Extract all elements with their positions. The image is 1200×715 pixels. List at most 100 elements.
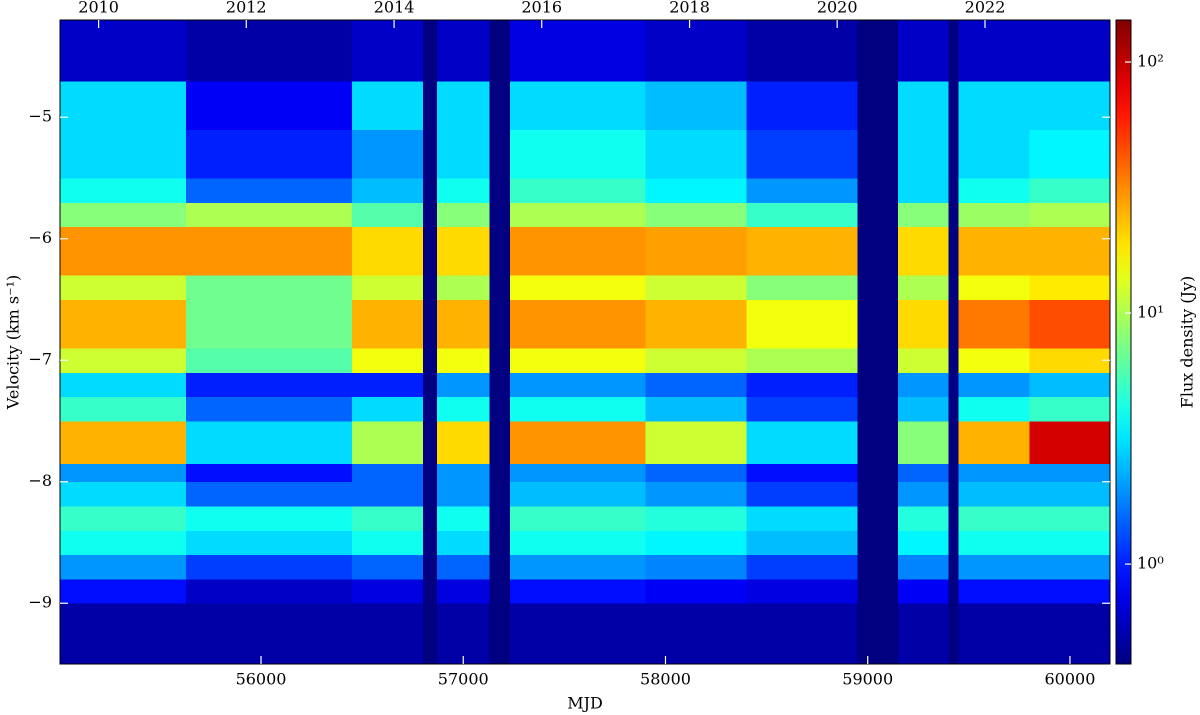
heatmap-cell xyxy=(352,20,424,82)
heatmap-cell xyxy=(60,481,187,507)
heatmap-cell xyxy=(489,530,511,556)
heatmap-cell xyxy=(422,603,438,665)
heatmap-cell xyxy=(509,20,646,82)
heatmap-cell xyxy=(958,299,1031,349)
colorbar-tick-label: 10⁰ xyxy=(1137,554,1164,573)
heatmap-cell xyxy=(422,481,438,507)
heatmap-cell xyxy=(186,372,353,398)
heatmap-cell xyxy=(489,554,511,580)
heatmap-cell xyxy=(352,129,424,179)
heatmap-cell xyxy=(746,20,859,82)
heatmap-cell xyxy=(509,299,646,349)
heatmap-cell xyxy=(898,481,950,507)
heatmap-cell xyxy=(352,554,424,580)
heatmap-cell xyxy=(509,603,646,665)
heatmap-cell xyxy=(948,20,960,82)
heatmap-cell xyxy=(948,481,960,507)
heatmap-cell xyxy=(746,129,859,179)
heatmap-cell xyxy=(60,372,187,398)
heatmap-cell xyxy=(186,80,353,130)
heatmap-cell xyxy=(489,372,511,398)
y-tick-label: −8 xyxy=(28,471,52,490)
heatmap-cell xyxy=(489,481,511,507)
heatmap-cell xyxy=(958,530,1031,556)
heatmap-cell xyxy=(958,506,1031,531)
heatmap-cell xyxy=(352,80,424,130)
heatmap-cell xyxy=(186,226,353,276)
heatmap-cell xyxy=(422,299,438,349)
heatmap-cell xyxy=(898,177,950,203)
heatmap-cell xyxy=(489,348,511,373)
heatmap-cell xyxy=(352,299,424,349)
heatmap-cell xyxy=(509,202,646,228)
heatmap-cell xyxy=(948,299,960,349)
heatmap-cell xyxy=(352,603,424,665)
heatmap-cell xyxy=(958,372,1031,398)
heatmap-cell xyxy=(186,348,353,373)
heatmap-cell xyxy=(898,299,950,349)
heatmap-cell xyxy=(948,348,960,373)
heatmap-cell xyxy=(60,226,187,276)
heatmap-cell xyxy=(857,396,899,422)
heatmap-cell xyxy=(422,80,438,130)
heatmap-cell xyxy=(60,348,187,373)
heatmap-cell xyxy=(436,420,491,465)
heatmap-cell xyxy=(186,275,353,300)
heatmap-cell xyxy=(436,554,491,580)
heatmap-cell xyxy=(436,396,491,422)
heatmap-cell xyxy=(746,506,859,531)
heatmap-cell xyxy=(958,578,1031,604)
heatmap-cell xyxy=(645,372,747,398)
heatmap-cell xyxy=(352,578,424,604)
heatmap-cell xyxy=(1029,226,1111,276)
heatmap-cell xyxy=(958,396,1031,422)
heatmap-cell xyxy=(186,20,353,82)
heatmap-cell xyxy=(60,578,187,604)
heatmap-cell xyxy=(352,226,424,276)
heatmap-cell xyxy=(1029,80,1111,130)
heatmap-cell xyxy=(948,372,960,398)
heatmap-cell xyxy=(60,202,187,228)
x2-tick-label: 2022 xyxy=(965,0,1006,17)
heatmap-cell xyxy=(948,129,960,179)
heatmap-cell xyxy=(422,372,438,398)
heatmap-cell xyxy=(746,396,859,422)
heatmap-cell xyxy=(489,177,511,203)
heatmap-cell xyxy=(186,420,353,465)
heatmap-cell xyxy=(489,603,511,665)
heatmap-cell xyxy=(60,420,187,465)
x2-tick-label: 2010 xyxy=(78,0,119,17)
heatmap-cell xyxy=(857,299,899,349)
heatmap-cell xyxy=(948,177,960,203)
heatmap-cell xyxy=(509,554,646,580)
heatmap-cell xyxy=(186,177,353,203)
x2-tick-label: 2020 xyxy=(817,0,858,17)
heatmap-cell xyxy=(958,603,1031,665)
heatmap-cell xyxy=(1029,530,1111,556)
heatmap-cell xyxy=(509,348,646,373)
heatmap-cell xyxy=(645,481,747,507)
y-axis-label: Velocity (km s⁻¹) xyxy=(4,275,23,410)
heatmap-cell xyxy=(898,202,950,228)
heatmap-cell xyxy=(746,372,859,398)
heatmap-cell xyxy=(857,348,899,373)
heatmap-cell xyxy=(857,20,899,82)
heatmap-cell xyxy=(1029,578,1111,604)
heatmap-cell xyxy=(958,80,1031,130)
heatmap-cell xyxy=(352,275,424,300)
heatmap-cell xyxy=(436,177,491,203)
heatmap-cell xyxy=(509,226,646,276)
heatmap-cell xyxy=(489,463,511,483)
heatmap-cell xyxy=(1029,372,1111,398)
y-tick-label: −6 xyxy=(28,228,52,247)
heatmap-cell xyxy=(857,177,899,203)
heatmap-cell xyxy=(857,506,899,531)
heatmap-cell xyxy=(898,603,950,665)
y-tick-label: −5 xyxy=(28,107,52,126)
heatmap-cell xyxy=(352,481,424,507)
x2-tick-label: 2018 xyxy=(669,0,710,17)
heatmap-cell xyxy=(60,463,187,483)
heatmap-cell xyxy=(958,129,1031,179)
x-tick-label: 57000 xyxy=(438,670,489,689)
